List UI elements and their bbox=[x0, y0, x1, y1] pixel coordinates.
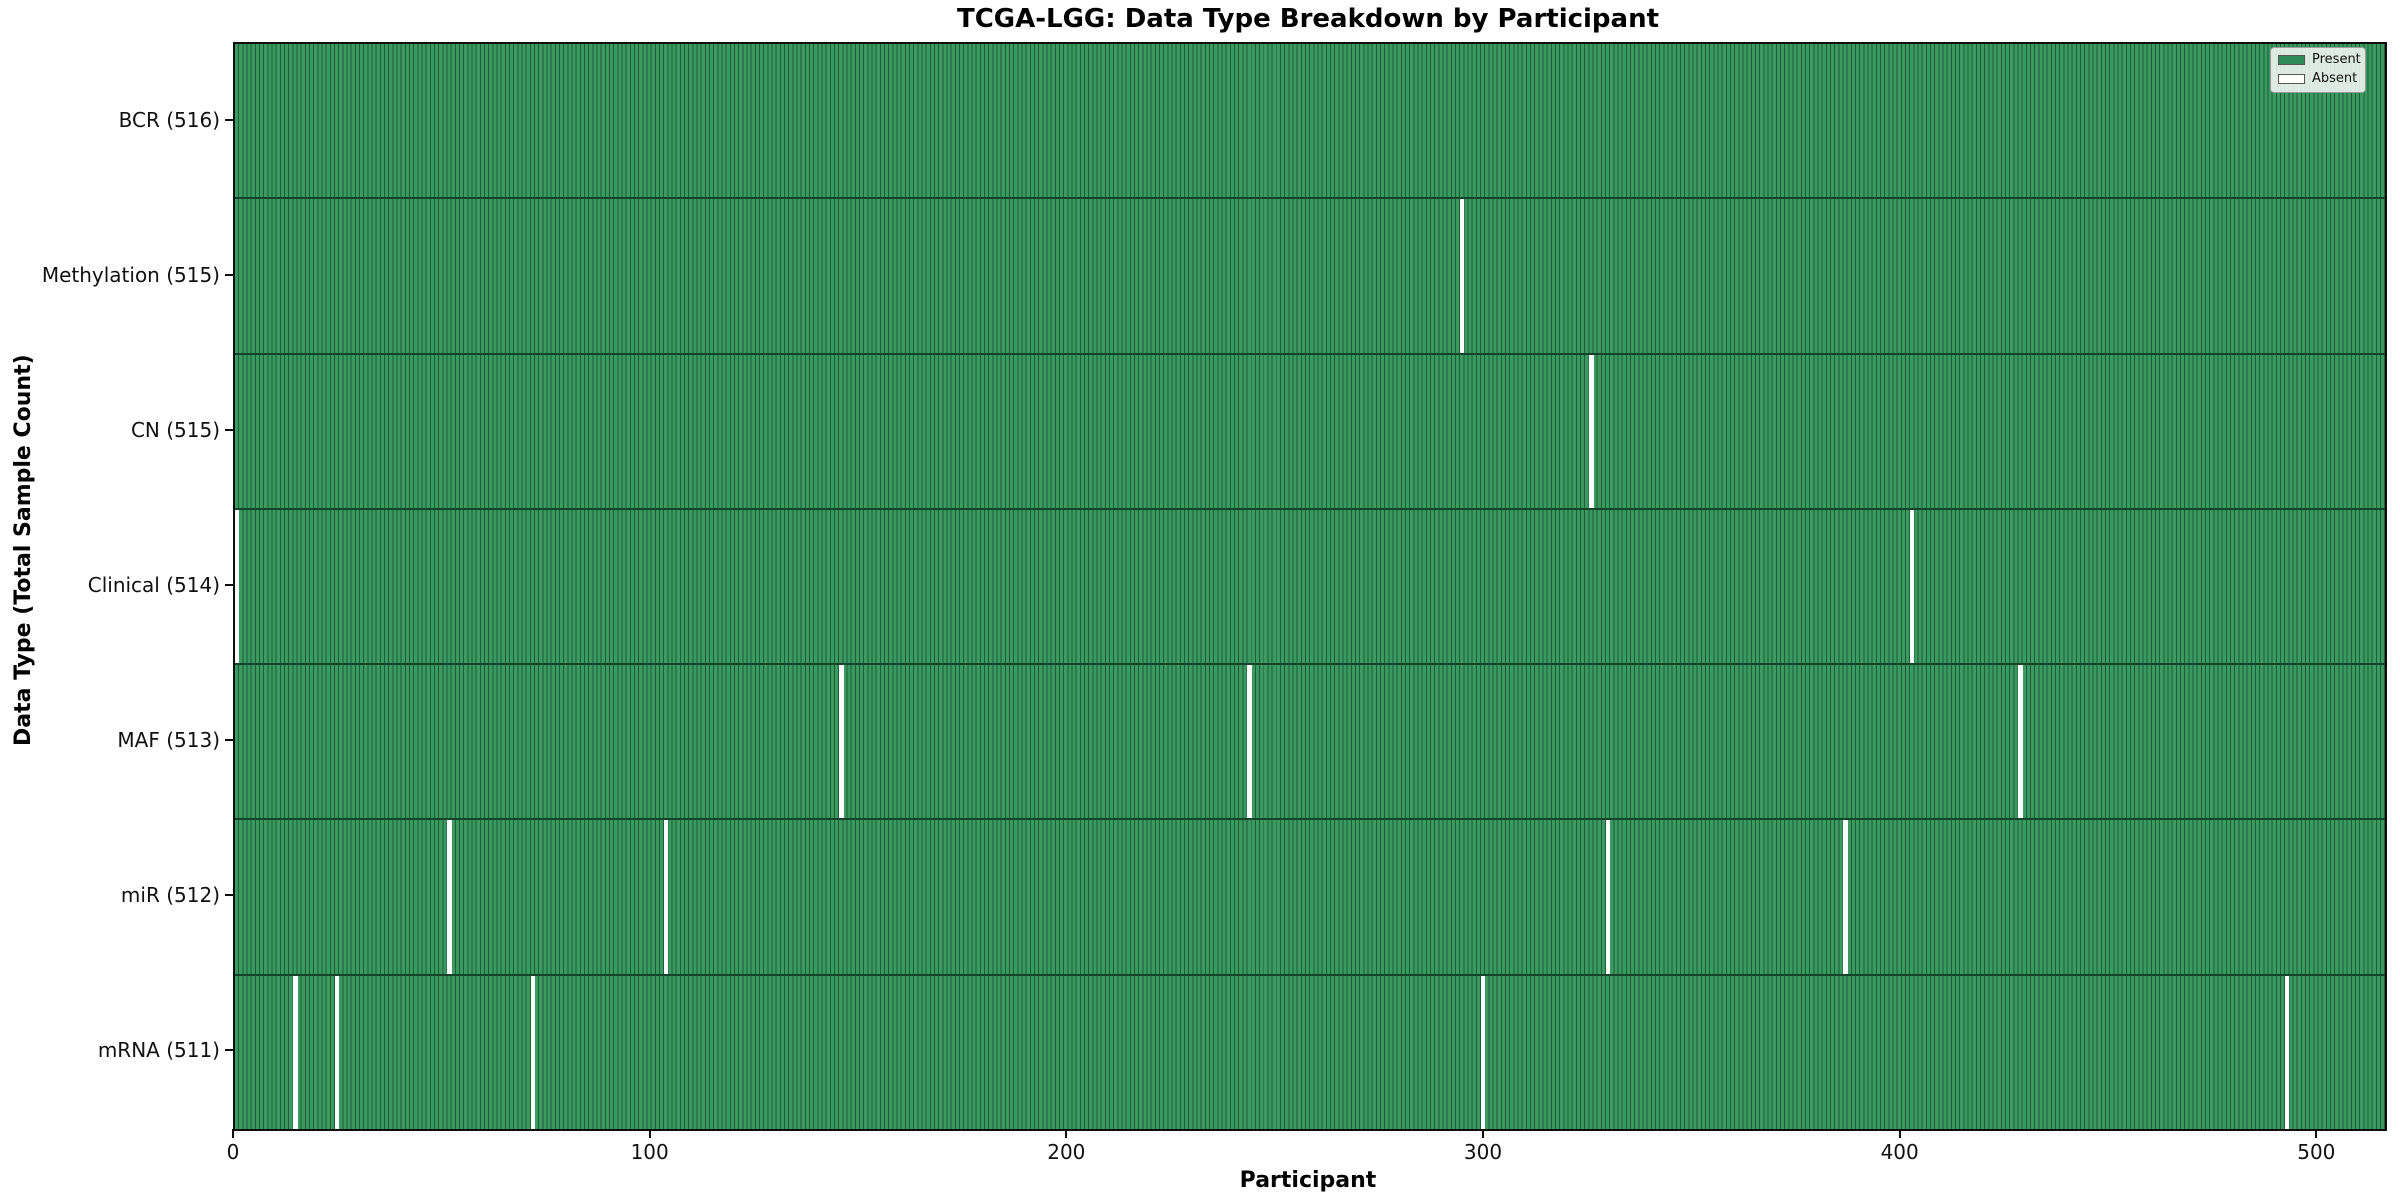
ytick-label-BCR: BCR (516) bbox=[118, 107, 220, 132]
ytick-mark bbox=[225, 583, 233, 586]
xtick-label-300: 300 bbox=[1463, 1140, 1503, 1164]
absent-gap bbox=[2018, 665, 2023, 819]
legend-swatch-absent bbox=[2278, 74, 2305, 84]
ytick-label-Methylation: Methylation (515) bbox=[41, 262, 220, 287]
absent-gap bbox=[1480, 975, 1486, 1129]
xtick-label-100: 100 bbox=[630, 1140, 669, 1164]
absent-gap bbox=[447, 820, 452, 974]
ytick-label-mRNA: mRNA (511) bbox=[97, 1037, 220, 1062]
row-Clinical bbox=[234, 509, 2385, 666]
legend-label: Present bbox=[2312, 52, 2361, 67]
absent-gap bbox=[293, 975, 298, 1129]
xtick-mark bbox=[1898, 1129, 1901, 1138]
absent-gap bbox=[1909, 509, 1915, 664]
absent-gap bbox=[1605, 820, 1611, 974]
row-Methylation bbox=[235, 199, 2385, 355]
x-axis-label: Participant bbox=[1239, 1168, 1377, 1193]
row-BCR bbox=[235, 44, 2385, 200]
legend-label: Absent bbox=[2312, 71, 2358, 86]
absent-gap bbox=[1589, 354, 1594, 508]
legend-swatch-present bbox=[2278, 55, 2305, 65]
legend: Present Absent bbox=[2270, 47, 2366, 93]
ytick-mark bbox=[225, 428, 233, 431]
ytick-label-MAF: MAF (513) bbox=[117, 727, 220, 752]
xtick-label-500: 500 bbox=[2297, 1140, 2336, 1164]
absent-gap bbox=[2284, 975, 2290, 1129]
ytick-mark bbox=[225, 118, 233, 121]
legend-entry-present: Present bbox=[2278, 52, 2361, 67]
absent-gap bbox=[530, 975, 536, 1129]
chart-title: TCGA-LGG: Data Type Breakdown by Partici… bbox=[956, 4, 1660, 34]
ytick-mark bbox=[225, 893, 233, 896]
legend-entry-absent: Absent bbox=[2278, 72, 2358, 86]
xtick-label-200: 200 bbox=[1047, 1140, 1086, 1164]
ytick-label-miR: miR (512) bbox=[120, 882, 220, 907]
absent-gap bbox=[1843, 820, 1848, 974]
xtick-mark bbox=[1482, 1129, 1484, 1138]
absent-gap bbox=[839, 665, 844, 819]
absent-gap bbox=[663, 820, 669, 974]
xtick-mark bbox=[2315, 1129, 2318, 1138]
xtick-mark bbox=[648, 1129, 651, 1138]
row-mRNA bbox=[235, 975, 2385, 1129]
ytick-mark bbox=[225, 1048, 233, 1051]
absent-gap bbox=[1459, 199, 1465, 353]
absent-gap bbox=[234, 509, 240, 664]
row-miR bbox=[235, 820, 2385, 976]
ytick-label-CN: CN (515) bbox=[130, 417, 220, 442]
plot-area bbox=[233, 42, 2387, 1131]
row-MAF bbox=[235, 665, 2385, 821]
xtick-mark bbox=[1065, 1129, 1068, 1138]
xtick-mark bbox=[232, 1129, 234, 1138]
xtick-label-400: 400 bbox=[1880, 1140, 1919, 1164]
ytick-label-Clinical: Clinical (514) bbox=[87, 572, 220, 597]
absent-gap bbox=[334, 975, 340, 1129]
ytick-mark bbox=[225, 738, 233, 741]
row-CN bbox=[235, 354, 2385, 510]
ytick-mark bbox=[225, 273, 233, 276]
xtick-label-0: 0 bbox=[226, 1140, 240, 1164]
absent-gap bbox=[1247, 665, 1252, 819]
